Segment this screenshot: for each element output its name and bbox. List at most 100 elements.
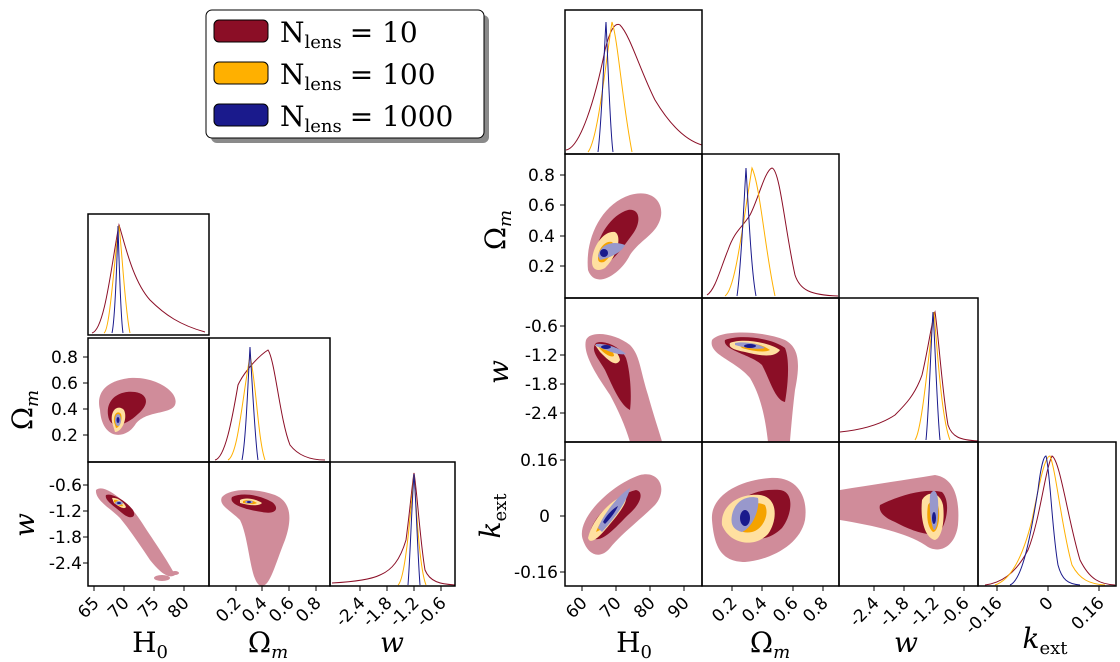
legend-label-1000: Nlens = 1000 xyxy=(280,100,453,137)
left-w-h0-10-outer xyxy=(95,488,175,577)
right-k-ylabel: kext xyxy=(474,493,511,539)
left-om-curve-1000 xyxy=(241,346,259,461)
right-k-curve-100 xyxy=(994,455,1106,586)
right-w-1d-panel xyxy=(838,297,979,443)
right-corner-plot: 0.8 0.6 0.4 0.2 -0.6 -1.2 -1.8 -2.4 0.16… xyxy=(474,9,1117,662)
right-k-1d-panel xyxy=(977,441,1117,587)
svg-text:Ωm: Ωm xyxy=(6,390,43,430)
right-w-om-panel xyxy=(701,297,840,443)
right-k-om-panel xyxy=(701,441,840,587)
right-om-curve-1000 xyxy=(736,167,757,297)
right-om-ylabel: Ωm xyxy=(479,210,516,250)
left-om-ytick-02: 0.2 xyxy=(51,426,78,446)
right-h0-xlabel: H0 xyxy=(616,626,652,662)
right-w-ytick-12: -1.2 xyxy=(525,346,558,366)
right-k-curve-1000 xyxy=(1009,455,1081,586)
left-w-xlabel: w xyxy=(380,626,404,659)
left-om-curve-100 xyxy=(227,355,266,461)
left-w-curve-1000 xyxy=(407,473,421,586)
left-om-curve-10 xyxy=(214,349,326,461)
svg-text:w: w xyxy=(8,513,41,537)
right-om-xtick-06: 0.6 xyxy=(769,593,802,626)
right-h0-xtick-90: 90 xyxy=(664,593,693,622)
right-h0-xtick-80: 80 xyxy=(630,593,659,622)
legend-swatch-10 xyxy=(213,19,269,43)
left-w-h0-10-blob-a xyxy=(154,575,170,581)
left-om-1d-panel xyxy=(208,337,331,463)
left-om-xticks: 0.2 0.4 0.6 0.8 xyxy=(212,586,326,627)
right-om-yticks: 0.8 0.6 0.4 0.2 xyxy=(528,166,565,277)
right-h0-curve-10 xyxy=(565,23,703,151)
right-w-ylabel: w xyxy=(482,360,515,384)
left-h0-curve-1000 xyxy=(111,225,124,334)
legend-swatch-1000 xyxy=(213,103,269,127)
left-w-h0-frame xyxy=(87,461,210,587)
right-om-ytick-08: 0.8 xyxy=(528,166,555,186)
right-om-xticks: 0.2 0.4 0.6 0.8 xyxy=(708,586,833,627)
right-h0-xtick-60: 60 xyxy=(562,593,591,622)
left-om-ylabel: Ωm xyxy=(6,390,43,430)
left-w-yticks: -0.6 -1.2 -1.8 -2.4 xyxy=(49,476,88,574)
right-om-ytick-02: 0.2 xyxy=(528,257,555,277)
left-om-ytick-04: 0.4 xyxy=(51,400,78,420)
right-w-xlabel: w xyxy=(894,626,918,659)
left-w-om-10-outer xyxy=(221,489,290,586)
legend-box xyxy=(205,9,485,139)
right-h0-xticks: 60 70 80 90 xyxy=(562,586,694,623)
left-w-ytick-12: -1.2 xyxy=(49,502,82,522)
left-om-1d-frame xyxy=(208,337,331,463)
right-w-xticks: -2.4 -1.8 -1.2 -0.6 xyxy=(846,586,974,631)
right-k-h0-1000-inner xyxy=(603,506,618,524)
left-h0-xtick-70: 70 xyxy=(104,593,133,622)
left-h0-xlabel: H0 xyxy=(132,626,168,662)
right-k-xlabel: kext xyxy=(1022,622,1068,659)
left-h0-xtick-65: 65 xyxy=(74,593,103,622)
right-k-w-1000-inner xyxy=(932,512,936,524)
right-k-om-1000-inner xyxy=(740,510,750,526)
right-om-h0-1000-inner xyxy=(600,249,608,257)
legend-label-10: Nlens = 10 xyxy=(280,16,418,53)
left-om-xtick-08: 0.8 xyxy=(292,593,325,626)
left-w-h0-panel xyxy=(87,461,210,587)
left-om-ytick-06: 0.6 xyxy=(51,374,78,394)
left-om-h0-panel xyxy=(87,337,210,463)
right-w-h0-10-inner xyxy=(593,342,631,410)
right-h0-curve-100 xyxy=(587,21,633,153)
right-k-w-panel xyxy=(838,441,979,587)
left-h0-frame xyxy=(87,213,210,336)
left-h0-curve-10 xyxy=(91,223,206,334)
right-k-yticks: 0.16 0 -0.16 xyxy=(514,451,565,583)
right-h0-1d-frame xyxy=(564,9,703,155)
left-w-ylabel: w xyxy=(8,513,41,537)
left-w-h0-1000-inner xyxy=(117,502,121,504)
svg-text:Ωm: Ωm xyxy=(479,210,516,250)
right-h0-xtick-70: 70 xyxy=(596,593,625,622)
svg-text:kext: kext xyxy=(474,493,511,539)
right-w-h0-1000-inner xyxy=(601,345,611,349)
left-om-ytick-08: 0.8 xyxy=(51,348,78,368)
right-om-ytick-04: 0.4 xyxy=(528,227,555,247)
right-k-ytick-m016: -0.16 xyxy=(514,563,558,583)
right-w-h0-panel xyxy=(564,297,703,443)
right-om-ytick-06: 0.6 xyxy=(528,196,555,216)
right-k-1d-frame xyxy=(977,441,1117,587)
right-k-h0-panel xyxy=(564,441,703,587)
left-h0-xtick-75: 75 xyxy=(134,593,163,622)
right-w-curve-100 xyxy=(914,311,951,441)
left-h0-xticks: 65 70 75 80 xyxy=(74,586,194,623)
left-w-ytick-06: -0.6 xyxy=(49,476,82,496)
left-w-h0-10-blob-b xyxy=(171,571,179,575)
right-om-1d-panel xyxy=(701,153,840,299)
left-om-xlabel: Ωm xyxy=(248,626,288,662)
right-om-xtick-08: 0.8 xyxy=(799,593,832,626)
right-om-xtick-04: 0.4 xyxy=(738,593,771,626)
right-w-xtick-24: -2.4 xyxy=(846,593,884,631)
right-k-xtick-m016: -0.16 xyxy=(961,593,1006,638)
right-k-w-1000-outer xyxy=(929,490,939,530)
legend: Nlens = 10 Nlens = 100 Nlens = 1000 xyxy=(205,9,489,143)
right-k-curve-10 xyxy=(984,455,1116,586)
right-om-curve-100 xyxy=(724,166,776,297)
left-w-1d-frame xyxy=(329,461,456,587)
right-w-ytick-06: -0.6 xyxy=(525,317,558,337)
